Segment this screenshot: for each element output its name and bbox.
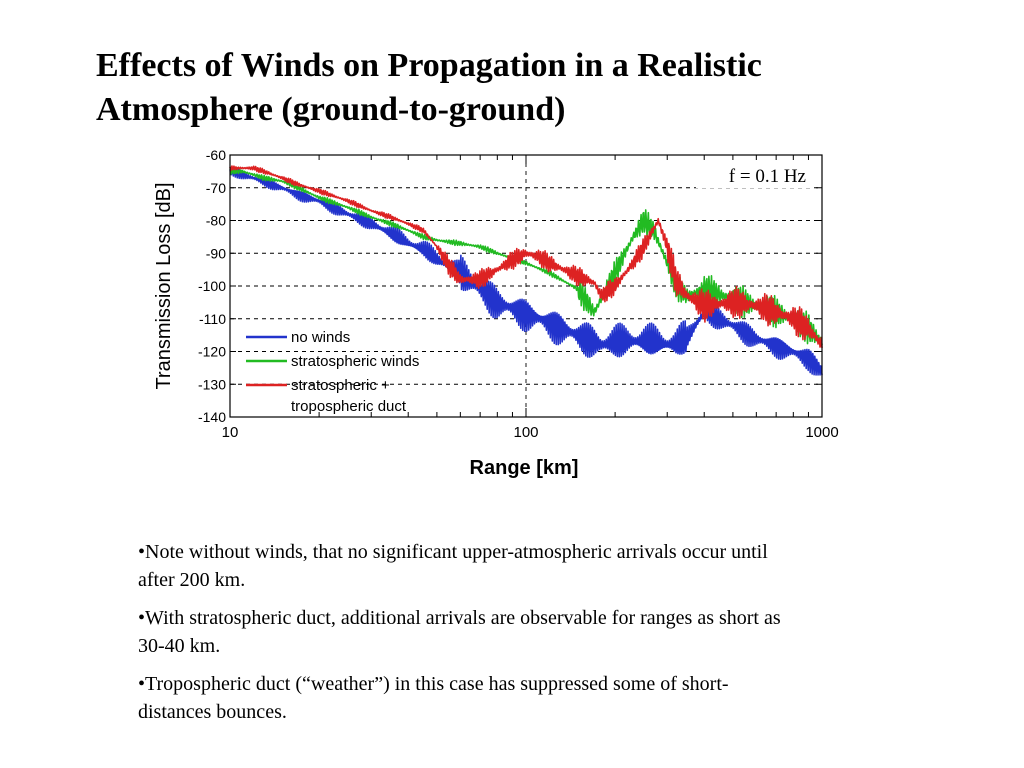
y-tick-label: -60 — [206, 147, 226, 163]
slide-title-line-2: Atmosphere (ground-to-ground) — [96, 91, 566, 128]
y-tick-label: -130 — [198, 376, 226, 392]
y-tick-label: -140 — [198, 409, 226, 425]
transmission-loss-chart: -60-70-80-90-100-110-120-130-140 10 100 10… — [153, 147, 839, 479]
x-axis-label: Range [km] — [470, 457, 579, 479]
x-tick-label: 1000 — [805, 424, 838, 441]
note-item: •With stratospheric duct, additional arr… — [138, 607, 781, 657]
note-item: •Tropospheric duct (“weather”) in this c… — [138, 673, 729, 723]
legend-label: stratospheric + — [291, 377, 390, 394]
y-axis: -60 -70 -80 -90 -100 -110 -120 -130 -140 — [198, 147, 822, 425]
series-group — [229, 165, 823, 376]
legend-label: tropospheric duct — [291, 398, 407, 415]
legend-label: no winds — [291, 329, 350, 346]
slide-title: Effects of Winds on Propagation in a Rea… — [96, 44, 956, 132]
series-line-stratospheric-tropospheric-duct — [229, 165, 823, 349]
y-axis-label: Transmission Loss [dB] — [153, 182, 175, 389]
y-tick-label: -100 — [198, 278, 226, 294]
legend-label: stratospheric winds — [291, 353, 419, 370]
slide-title-line-1: Effects of Winds on Propagation in a Rea… — [96, 47, 762, 84]
y-tick-label: -80 — [206, 213, 226, 229]
y-tick-label: -90 — [206, 245, 226, 261]
x-tick-label: 100 — [513, 424, 538, 441]
x-tick-label: 10 — [222, 424, 239, 441]
y-tick-label: -120 — [198, 344, 226, 360]
y-tick-label: -70 — [206, 180, 226, 196]
frequency-annotation: f = 0.1 Hz — [729, 166, 806, 187]
legend: no winds stratospheric winds stratospheric… — [246, 329, 419, 415]
notes: •Note without winds, that no significant… — [138, 538, 798, 736]
series-line-stratospheric-winds — [229, 168, 823, 346]
y-tick-label: -110 — [199, 311, 226, 327]
annotation-background — [696, 162, 810, 188]
x-axis: 10 100 1000 — [222, 155, 839, 441]
note-item: •Note without winds, that no significant… — [138, 541, 768, 591]
